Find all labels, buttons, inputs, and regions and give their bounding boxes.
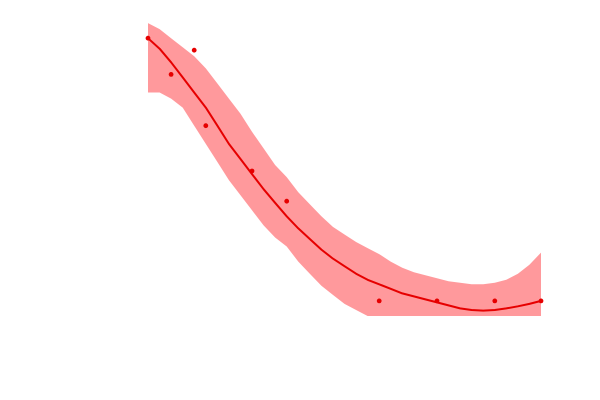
data-point-0	[145, 35, 151, 41]
data-point-5	[284, 198, 290, 204]
confidence-band	[148, 23, 541, 316]
data-point-4	[249, 168, 255, 174]
data-point-3	[203, 123, 209, 129]
data-point-2	[191, 47, 197, 53]
data-point-6	[376, 298, 382, 304]
data-point-7	[434, 298, 440, 304]
data-point-8	[492, 298, 498, 304]
data-point-1	[168, 72, 174, 77]
data-point-9	[538, 298, 544, 304]
trend-line	[148, 37, 542, 312]
